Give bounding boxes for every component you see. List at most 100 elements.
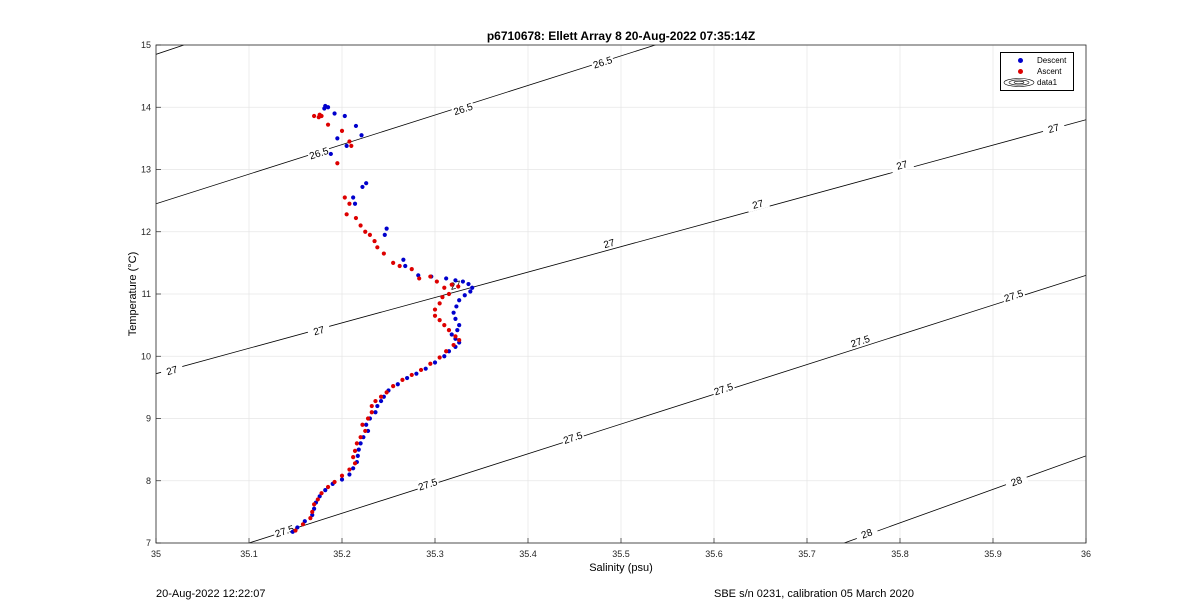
descent-point <box>332 111 337 116</box>
ascent-point <box>440 295 445 300</box>
ascent-point <box>354 441 359 446</box>
y-tick-label: 13 <box>141 165 151 175</box>
x-tick-label: 35.1 <box>240 549 258 559</box>
ascent-point <box>442 323 447 328</box>
ascent-point <box>437 301 442 306</box>
x-tick-label: 35.6 <box>705 549 723 559</box>
grid <box>155 44 1087 544</box>
contour-label-text: 28 <box>860 527 875 541</box>
descent-point <box>378 398 384 404</box>
descent-point <box>310 512 315 518</box>
descent-point <box>444 276 449 281</box>
descent-point <box>451 310 456 315</box>
ascent-point <box>363 428 368 434</box>
descent-point <box>364 181 369 186</box>
descent-point <box>335 136 340 141</box>
ascent-point <box>325 484 331 490</box>
ascent-point <box>344 212 349 217</box>
contour-label: 27 <box>596 234 622 252</box>
ascent-point <box>428 274 433 279</box>
ascent-point <box>312 502 317 507</box>
ascent-point <box>347 201 352 206</box>
contour-label-text: 27.5 <box>713 382 735 399</box>
contour-label-text: 27 <box>312 325 326 339</box>
ascent-point <box>391 260 396 265</box>
ascent-point <box>451 342 456 348</box>
descent-point <box>302 519 307 524</box>
ascent-point <box>372 238 377 244</box>
ascent-point <box>446 328 452 333</box>
x-tick-label: 35.4 <box>519 549 537 559</box>
contour-label: 26.5 <box>306 143 332 162</box>
descent-point <box>405 375 410 381</box>
contour-label-bg <box>1003 471 1029 491</box>
ascent-marker-icon <box>1018 69 1023 74</box>
ascent-point <box>437 355 442 360</box>
descent-point <box>466 281 471 287</box>
contour-label-bg <box>1001 286 1026 305</box>
x-axis-label: Salinity (psu) <box>589 562 653 574</box>
x-tick-label: 35.5 <box>612 549 630 559</box>
ascent-point <box>339 128 345 134</box>
legend: Descent Ascent data1 <box>1000 52 1074 91</box>
ascent-point <box>409 267 414 272</box>
legend-item-descent: Descent <box>1001 55 1073 66</box>
x-tick-label: 36 <box>1081 549 1091 559</box>
ascent-point <box>347 139 352 144</box>
x-tick-label: 35.2 <box>333 549 351 559</box>
ascent-point <box>432 313 438 318</box>
descent-point <box>395 382 400 387</box>
descent-point <box>470 285 475 290</box>
contour-label: 28 <box>854 523 879 543</box>
descent-marker-icon <box>1018 58 1023 63</box>
y-tick-label: 7 <box>146 538 151 548</box>
descent-point <box>353 123 359 129</box>
ascent-point <box>437 318 442 323</box>
contour-label: 27 <box>306 321 331 339</box>
ascent-point <box>397 263 402 269</box>
ascent-point <box>351 454 356 460</box>
contour-label-bg <box>272 521 297 540</box>
descent-point <box>342 113 347 119</box>
ascent-point <box>453 334 458 339</box>
descent-point <box>460 279 465 284</box>
contour-label-bg <box>560 428 585 447</box>
legend-label-ascent: Ascent <box>1037 67 1062 76</box>
ascent-point <box>293 528 298 533</box>
descent-point <box>449 332 454 337</box>
contour-label-text: 28 <box>1010 475 1025 489</box>
ascent-point <box>319 113 324 119</box>
ascent-point <box>360 422 365 427</box>
contour-label-bg <box>710 379 736 398</box>
descent-point <box>454 304 459 309</box>
descent-point <box>351 466 356 471</box>
descent-point <box>360 184 365 190</box>
ascent-point <box>352 461 358 466</box>
contour-label: 27 <box>159 361 185 379</box>
descent-point <box>453 316 458 321</box>
ascent-point <box>339 473 345 478</box>
density-contour-line <box>248 274 1086 543</box>
contour-label: 26.5 <box>590 52 615 71</box>
contour-label: 27.5 <box>710 379 736 399</box>
contour-label: 26.5 <box>450 99 476 118</box>
contour-label: 27.5 <box>847 331 873 350</box>
contour-label: 27 <box>889 155 915 174</box>
descent-point <box>351 195 356 200</box>
descent-point <box>356 447 361 452</box>
contour-legend-icon <box>1003 78 1035 87</box>
y-tick-label: 11 <box>142 289 151 299</box>
y-tick-label: 12 <box>141 227 151 237</box>
ascent-point <box>358 223 363 228</box>
descent-point <box>382 232 387 237</box>
ascent-point <box>432 307 438 312</box>
ascent-point <box>325 122 331 127</box>
ascent-point <box>369 410 374 415</box>
ascent-point <box>444 349 449 354</box>
descent-point <box>312 506 317 511</box>
descent-point <box>339 477 345 482</box>
contour-label-bg <box>596 234 622 252</box>
y-tick-label: 14 <box>141 102 151 112</box>
ascent-point <box>375 245 380 250</box>
